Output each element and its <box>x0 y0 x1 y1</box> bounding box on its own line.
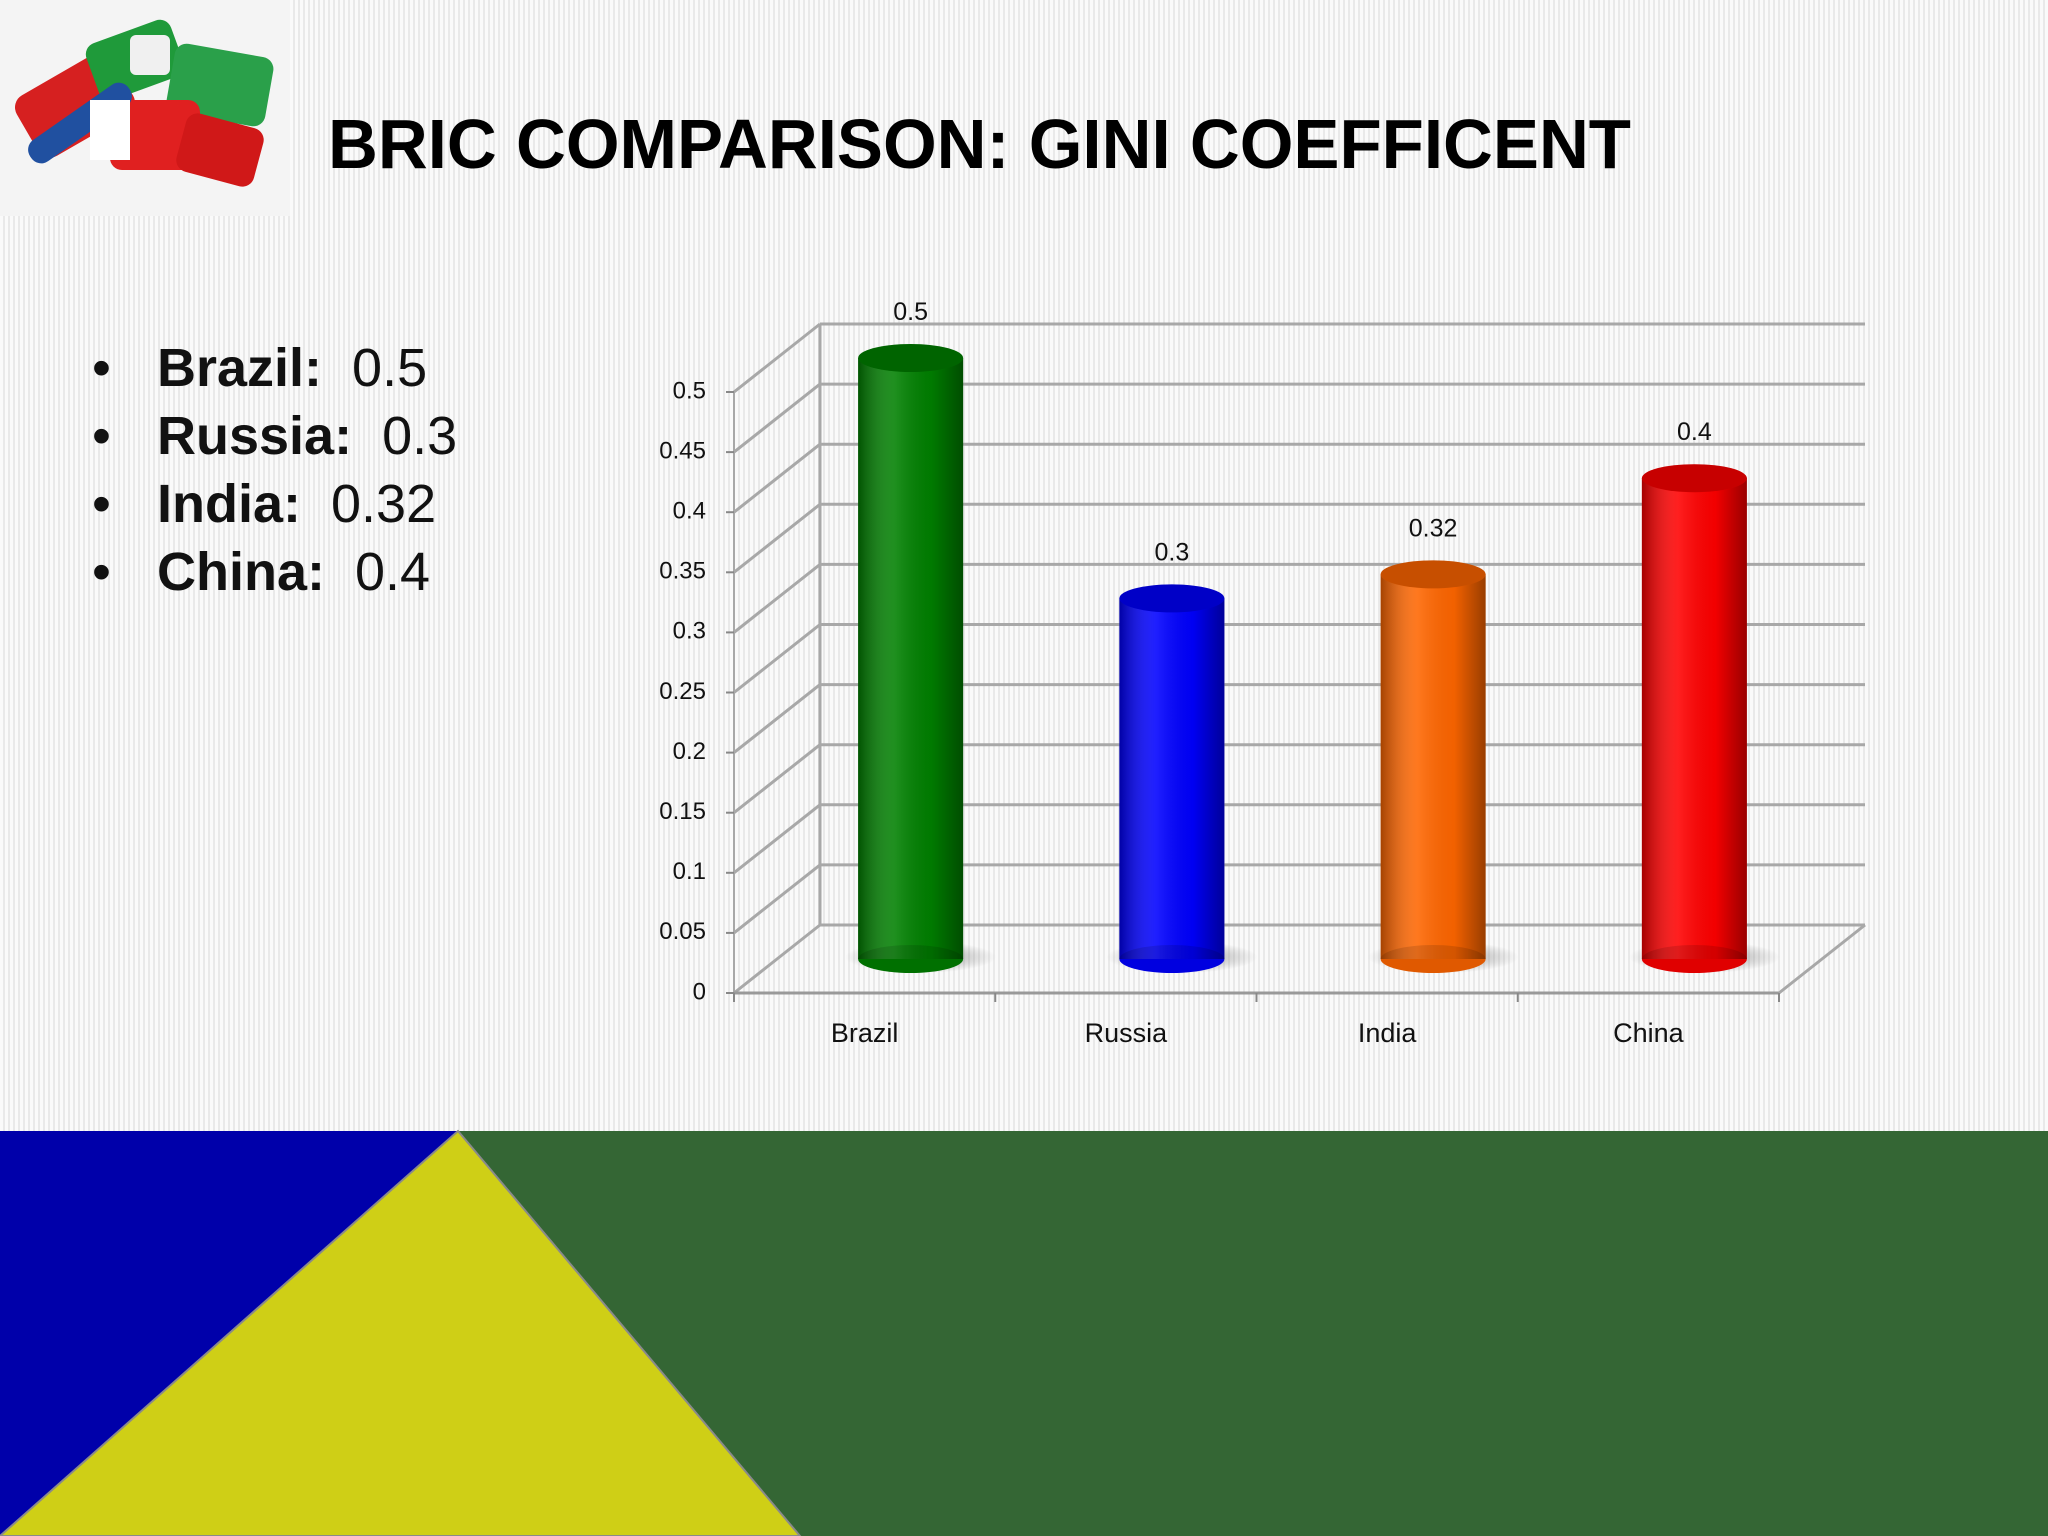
bullet-dot: • <box>92 406 111 466</box>
y-tick-label: 0.5 <box>673 377 706 404</box>
bar-top <box>1380 560 1486 589</box>
grid-line-side <box>733 382 821 454</box>
bar-shading <box>1119 598 1225 959</box>
bar-shading <box>1380 574 1486 959</box>
value-label: 0.4 <box>1677 418 1712 446</box>
logo <box>0 0 290 216</box>
bullet-dot: • <box>92 474 111 534</box>
bar-base-shade <box>858 945 964 973</box>
bar-top-shade <box>1641 464 1747 493</box>
bar-top-shade <box>1119 584 1225 613</box>
bullet-item: India: 0.32 <box>157 474 436 534</box>
bullet-dot: • <box>92 338 111 398</box>
y-tick-label: 0.15 <box>659 798 706 825</box>
grid-line-side <box>733 503 821 574</box>
bar-base-shade <box>1119 945 1225 973</box>
value-label: 0.32 <box>1409 514 1458 542</box>
y-tick-label: 0.05 <box>659 918 706 945</box>
bullet-value: 0.32 <box>331 474 436 534</box>
grid-line-side <box>733 683 821 754</box>
bar-base-shade <box>1641 945 1747 973</box>
grid-line-side <box>733 623 821 694</box>
value-label: 0.5 <box>893 298 928 326</box>
bar-base-shade <box>1380 945 1486 973</box>
bar-top <box>858 344 964 372</box>
grid-line-side <box>733 443 821 514</box>
bar-top <box>1641 464 1747 493</box>
bar-shading <box>858 358 964 959</box>
bullet-item: China: 0.4 <box>157 542 430 602</box>
value-label: 0.3 <box>1154 538 1189 566</box>
bullet-value: 0.3 <box>382 406 457 466</box>
x-tick-label: Russia <box>1085 1018 1169 1048</box>
bullet-list: • Brazil: 0.5 • Russia: 0.3 • India: 0.32 • China:… <box>92 338 457 602</box>
grid-line-side <box>733 743 821 814</box>
x-tick-label: Brazil <box>831 1018 899 1048</box>
bullet-label: Russia: <box>157 406 352 466</box>
bullet-label: India: <box>157 474 301 534</box>
x-tick-label: India <box>1358 1018 1418 1048</box>
y-tick-label: 0.1 <box>673 858 706 885</box>
bullet-dot: • <box>92 542 111 602</box>
bullet-label: Brazil: <box>157 338 322 398</box>
grid-line-side <box>733 563 821 634</box>
y-tick-label: 0 <box>693 978 706 1005</box>
chart: 0 0.05 0.1 0.15 0.2 0.25 0.3 0.35 0.4 0.45 0.5 Braz… <box>659 298 1866 1048</box>
bullet-item: Russia: 0.3 <box>157 406 457 466</box>
bar-shading <box>1641 478 1747 959</box>
grid-line-side <box>733 923 821 995</box>
bullet-label: China: <box>157 542 325 602</box>
bullet-item: Brazil: 0.5 <box>157 338 427 398</box>
footer-decoration <box>0 1129 2048 1536</box>
bar-top <box>1119 584 1225 613</box>
y-tick-label: 0.25 <box>659 678 706 705</box>
grid-line-side <box>733 863 821 935</box>
y-tick-label: 0.35 <box>659 558 706 585</box>
y-tick-label: 0.45 <box>659 437 706 464</box>
bullet-value: 0.4 <box>355 542 430 602</box>
slide-title: BRIC COMPARISON: GINI COEFFICENT <box>328 105 1631 183</box>
y-tick-label: 0.4 <box>673 498 706 525</box>
bullet-value: 0.5 <box>352 338 427 398</box>
grid-line-side <box>733 803 821 874</box>
y-tick-label: 0.3 <box>673 618 706 645</box>
y-tick-label: 0.2 <box>673 738 706 765</box>
grid-line-side <box>733 322 821 394</box>
bar-top-shade <box>858 344 964 372</box>
bar-top-shade <box>1380 560 1486 589</box>
floor-edge <box>1778 923 1866 995</box>
x-tick-label: China <box>1613 1018 1685 1048</box>
